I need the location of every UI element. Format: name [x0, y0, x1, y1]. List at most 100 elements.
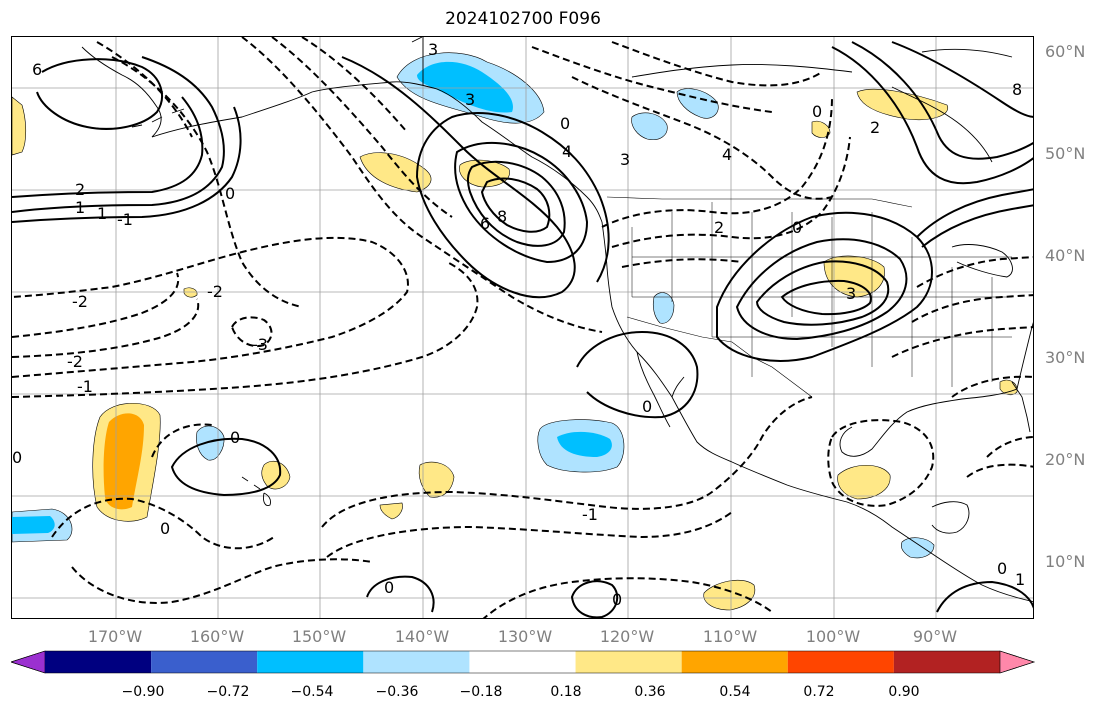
contour-neg-south-1 [71, 558, 373, 604]
lat-label-20n: 20°N [1045, 450, 1086, 469]
contour-neg-east-coast-3 [891, 326, 1033, 358]
contour-ne-corner-3 [891, 41, 1033, 118]
coast-hudson-bay [891, 86, 993, 163]
contour-neg-loop-3 [230, 316, 273, 347]
contour-zero-se [570, 580, 619, 618]
contour-neg-east-2 [611, 136, 851, 248]
shade-yellow-hudson [856, 88, 949, 120]
contour-neg-canada-2 [531, 46, 773, 113]
colorbar-extend-low [11, 650, 46, 674]
shade-blue-hawaii [196, 425, 225, 461]
colorbar-segment [787, 651, 894, 673]
contour-label: 6 [480, 214, 490, 233]
contour-label: 0 [997, 559, 1007, 578]
contour-label: -1 [117, 210, 133, 229]
lat-label-10n: 10°N [1045, 552, 1086, 571]
contour-label: 0 [642, 397, 652, 416]
contour-label: 2 [870, 118, 880, 137]
contour-neg-pacific-1 [12, 236, 409, 378]
lon-label-130w: 130°W [497, 627, 553, 646]
shade-yellow-ne-pacific [459, 159, 510, 188]
colorbar-segment [681, 651, 788, 673]
colorbar-extend-high [999, 650, 1035, 674]
contour-west-jet-3 [12, 106, 242, 223]
contour-west-jet-2 [12, 96, 204, 198]
contour-east-band-2 [921, 204, 1033, 248]
colorbar-outline [11, 650, 1035, 674]
contours-negative [12, 37, 1033, 618]
coast-baja [636, 351, 685, 428]
contour-zero-baja [576, 330, 699, 419]
contour-neg-jet-1 [241, 37, 603, 333]
contour-neg-east-south-2 [986, 436, 1033, 458]
shade-yellow-west-edge [12, 96, 27, 156]
contour-high-plains-2 [735, 238, 908, 341]
island-hawaii [241, 476, 271, 506]
shade-yellow-canada-small [811, 120, 831, 138]
lon-label-150w: 150°W [291, 627, 347, 646]
contour-label: 1 [1015, 570, 1025, 589]
shade-yellow-small [379, 502, 403, 520]
contour-label: 2 [75, 180, 85, 199]
shade-yellow-nw-pacific [359, 152, 432, 193]
contour-high-plains-4 [780, 279, 872, 316]
map-panel: 3 3 6 8 8 6 3 2 2 1 1 -2 -2 -2 2 -3 -1 -… [11, 36, 1034, 619]
shade-blue-nevada [652, 292, 675, 324]
graticule [12, 37, 1033, 618]
contour-label: 0 [560, 114, 570, 133]
colorbar-tick-label: 0.90 [888, 684, 920, 700]
coast-gulf-mexico [839, 388, 1018, 457]
shade-blue-canada [676, 88, 719, 119]
contour-label: -1 [582, 505, 598, 524]
lon-label-90w: 90°W [912, 627, 958, 646]
shading-positive [12, 88, 1018, 611]
contour-neg-hawaii [151, 423, 213, 458]
colorbar-segment [151, 651, 258, 673]
contour-neg-pacific-3 [12, 298, 200, 358]
contour-high-plains-1 [716, 211, 933, 362]
contour-label: 2 [714, 218, 724, 237]
contour-neg-west-trough-2 [96, 41, 193, 138]
contour-hawaii-zero [170, 437, 282, 497]
lat-label-60n: 60°N [1045, 42, 1086, 61]
contours-positive [12, 41, 1033, 618]
contour-label: 0 [792, 218, 802, 237]
border-states [631, 202, 1012, 387]
shade-blue-bc [631, 112, 668, 140]
lon-label-160w: 160°W [189, 627, 245, 646]
colorbar-tick-label: 0.36 [634, 684, 666, 700]
shade-yellow-mid-pacific [418, 461, 455, 498]
contour-neg-west-trough-1 [111, 56, 303, 308]
shade-yellow-florida [999, 379, 1018, 396]
contour-label: 4 [722, 145, 732, 164]
colorbar-tick-label: −0.90 [121, 684, 165, 700]
coast-yucatan [931, 501, 970, 534]
contour-label: 3 [620, 150, 630, 169]
contour-neg-canada-1 [571, 76, 833, 200]
shading-negative [12, 52, 935, 559]
border-us-mexico [626, 316, 813, 398]
contour-neg-minus1 [321, 396, 813, 528]
contour-label: -2 [207, 282, 223, 301]
map-canvas: 3 3 6 8 8 6 3 2 2 1 1 -2 -2 -2 2 -3 -1 -… [12, 37, 1033, 618]
contour-label: -2 [72, 292, 88, 311]
colorbar-tick-label: 0.72 [803, 684, 835, 700]
coast-west-us [601, 221, 733, 463]
contour-label: 3 [846, 284, 856, 303]
contour-high-ne-pacific-3 [466, 160, 566, 247]
shade-yellow-se-pacific [703, 579, 756, 611]
coast-arctic [631, 48, 1013, 78]
contour-high-ne-pacific-2 [454, 141, 589, 264]
coast-mexico-south [731, 461, 1033, 603]
contour-label: -1 [77, 377, 93, 396]
colorbar-segment [575, 651, 682, 673]
contour-west-jet-1 [12, 56, 225, 213]
colorbar-segment [469, 651, 576, 673]
contour-label: 0 [612, 590, 622, 609]
contour-label: 0 [225, 184, 235, 203]
contour-neg-pacific-4 [12, 272, 180, 338]
contour-label: 8 [1012, 80, 1022, 99]
colorbar-segment [45, 651, 152, 673]
contour-label: -2 [67, 352, 83, 371]
coast-alaska-west [81, 46, 162, 138]
